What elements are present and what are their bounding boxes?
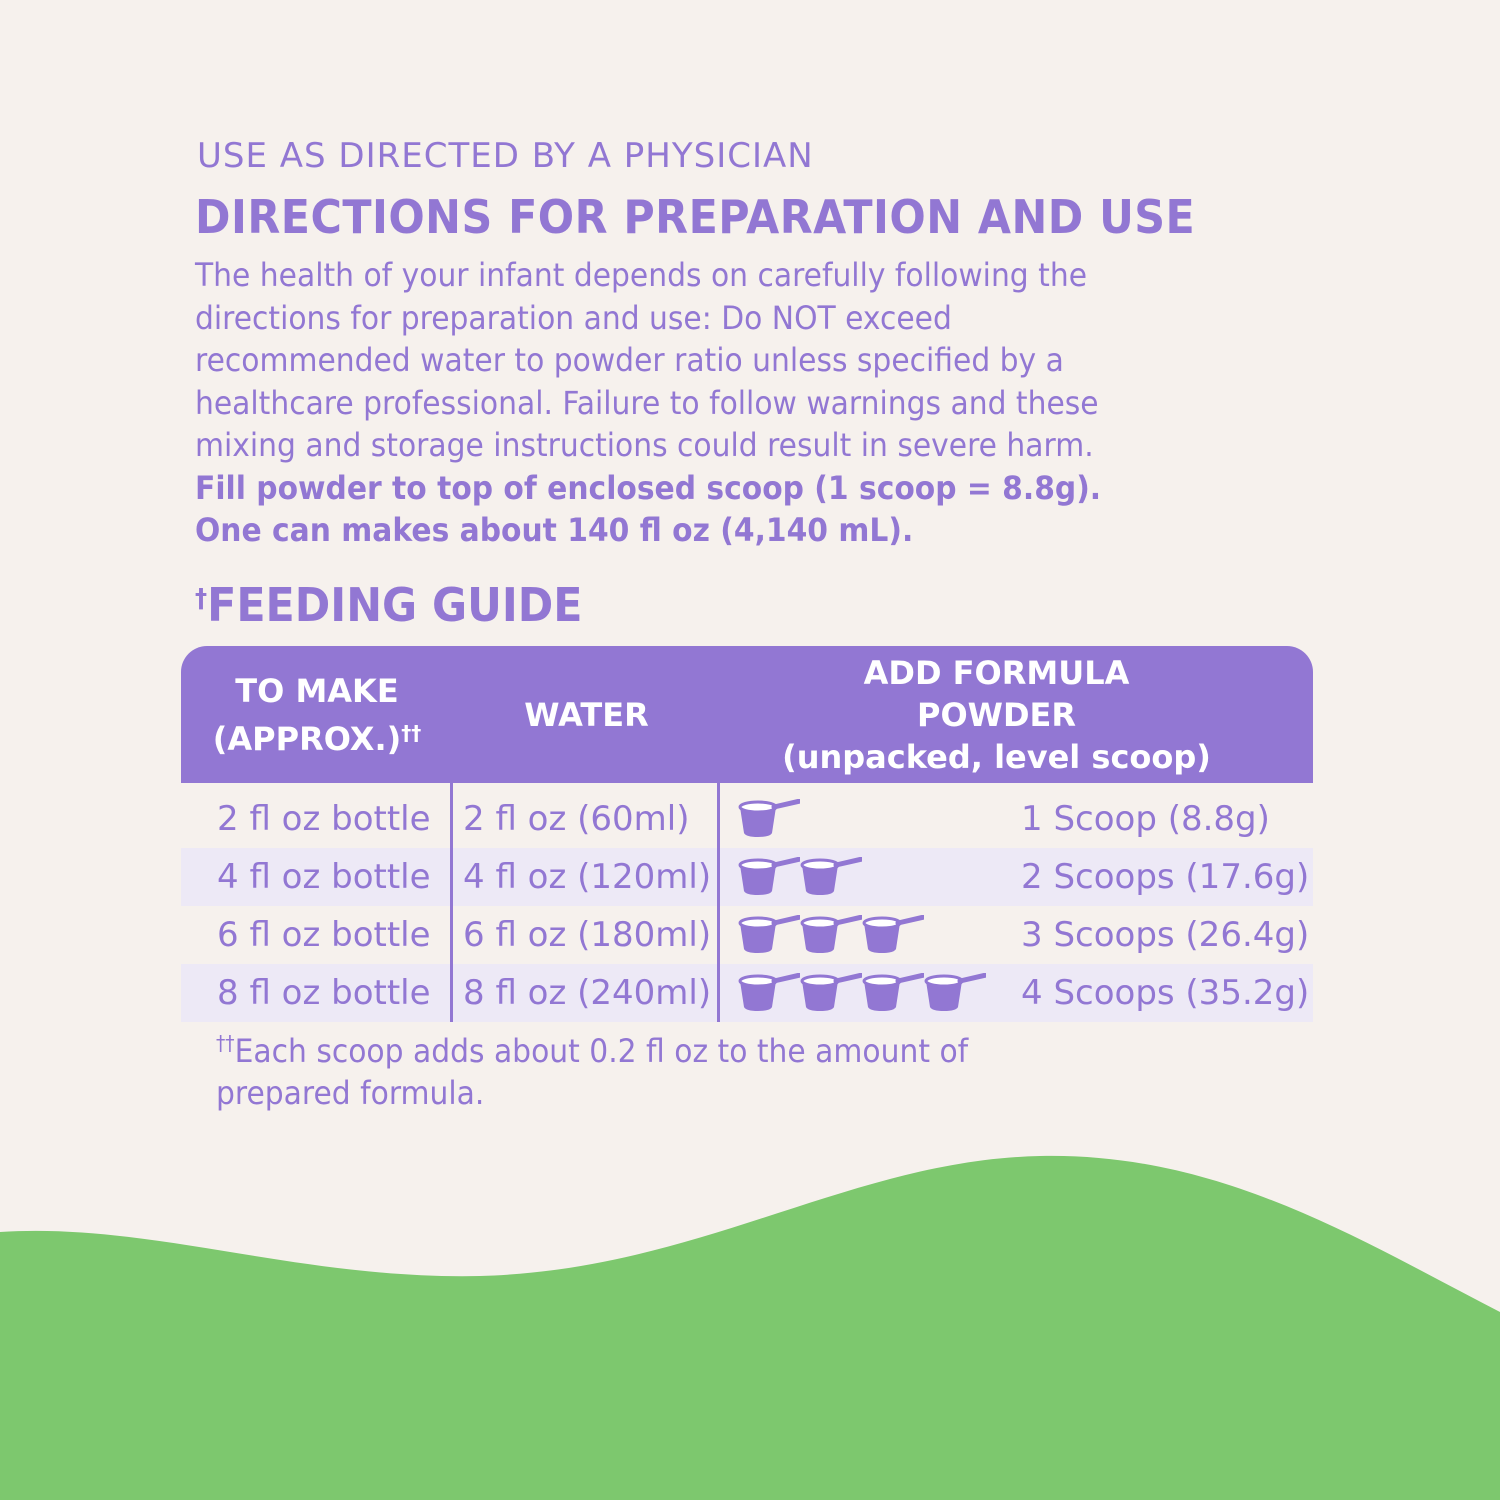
measuring-scoop-icon bbox=[924, 973, 986, 1011]
header-to-make: TO MAKE (APPROX.)†† bbox=[212, 671, 422, 758]
header-formula: ADD FORMULA POWDER (unpacked, level scoop) bbox=[782, 653, 1211, 776]
measuring-scoop-icon bbox=[738, 915, 800, 953]
directions-heading: DIRECTIONS FOR PREPARATION AND USE bbox=[195, 190, 1196, 244]
table-row: 6 fl oz bottle 6 fl oz (180ml) 3 Scoops (2… bbox=[181, 906, 1313, 964]
footnote-mark: †† bbox=[216, 1031, 235, 1055]
footnote-line: Each scoop adds about 0.2 fl oz to the a… bbox=[234, 1032, 969, 1070]
water-cell: 6 fl oz (180ml) bbox=[463, 915, 712, 955]
scoop-icons bbox=[738, 973, 1021, 1013]
measuring-scoop-icon bbox=[800, 857, 862, 895]
to-make-cell: 4 fl oz bottle bbox=[217, 857, 431, 897]
scoop-icons bbox=[738, 857, 1021, 897]
scoop-icons bbox=[738, 799, 1021, 839]
feeding-guide-label: FEEDING GUIDE bbox=[207, 578, 583, 632]
formula-cell: 3 Scoops (26.4g) bbox=[1021, 915, 1310, 955]
dagger-mark: † bbox=[195, 584, 208, 614]
feeding-guide-title: †FEEDING GUIDE bbox=[195, 578, 583, 632]
feeding-guide-table: TO MAKE (APPROX.)†† WATER ADD FORMULA POWD… bbox=[181, 646, 1313, 1022]
table-row: 4 fl oz bottle 4 fl oz (120ml) 2 Scoops (1… bbox=[181, 848, 1313, 906]
physician-notice: USE AS DIRECTED BY A PHYSICIAN bbox=[197, 136, 814, 176]
measuring-scoop-icon bbox=[738, 973, 800, 1011]
body-line: recommended water to powder ratio unless… bbox=[195, 341, 1064, 379]
can-yield: One can makes about 140 fl oz (4,140 mL)… bbox=[195, 511, 914, 549]
table-row: 2 fl oz bottle 2 fl oz (60ml) 1 Scoop (8.8… bbox=[181, 790, 1313, 848]
scoop-icons bbox=[738, 915, 1021, 955]
formula-cell: 1 Scoop (8.8g) bbox=[1021, 799, 1270, 839]
measuring-scoop-icon bbox=[862, 973, 924, 1011]
table-row: 8 fl oz bottle 8 fl oz (240ml) 4 Scoops (3… bbox=[181, 964, 1313, 1022]
to-make-cell: 2 fl oz bottle bbox=[217, 799, 431, 839]
water-cell: 2 fl oz (60ml) bbox=[463, 799, 690, 839]
body-line: healthcare professional. Failure to foll… bbox=[195, 383, 1099, 422]
header-water: WATER bbox=[524, 695, 649, 734]
directions-text: The health of your infant depends on car… bbox=[195, 254, 1345, 552]
table-header: TO MAKE (APPROX.)†† WATER ADD FORMULA POWD… bbox=[181, 646, 1313, 783]
footnote: ††Each scoop adds about 0.2 fl oz to the… bbox=[216, 1022, 1025, 1114]
measuring-scoop-icon bbox=[800, 915, 862, 953]
to-make-cell: 8 fl oz bottle bbox=[217, 973, 431, 1013]
to-make-cell: 6 fl oz bottle bbox=[217, 915, 431, 955]
footnote-line: prepared formula. bbox=[216, 1074, 485, 1112]
body-line: directions for preparation and use: Do N… bbox=[195, 298, 952, 337]
measuring-scoop-icon bbox=[862, 915, 924, 953]
measuring-scoop-icon bbox=[738, 799, 800, 837]
formula-cell: 4 Scoops (35.2g) bbox=[1021, 973, 1310, 1013]
measuring-scoop-icon bbox=[800, 973, 862, 1011]
water-cell: 8 fl oz (240ml) bbox=[463, 973, 712, 1013]
scoop-instruction: Fill powder to top of enclosed scoop (1 … bbox=[195, 468, 1102, 507]
body-line: The health of your infant depends on car… bbox=[195, 256, 1088, 294]
water-cell: 4 fl oz (120ml) bbox=[463, 857, 712, 897]
body-line: mixing and storage instructions could re… bbox=[195, 426, 1094, 464]
formula-cell: 2 Scoops (17.6g) bbox=[1021, 857, 1310, 897]
measuring-scoop-icon bbox=[738, 857, 800, 895]
